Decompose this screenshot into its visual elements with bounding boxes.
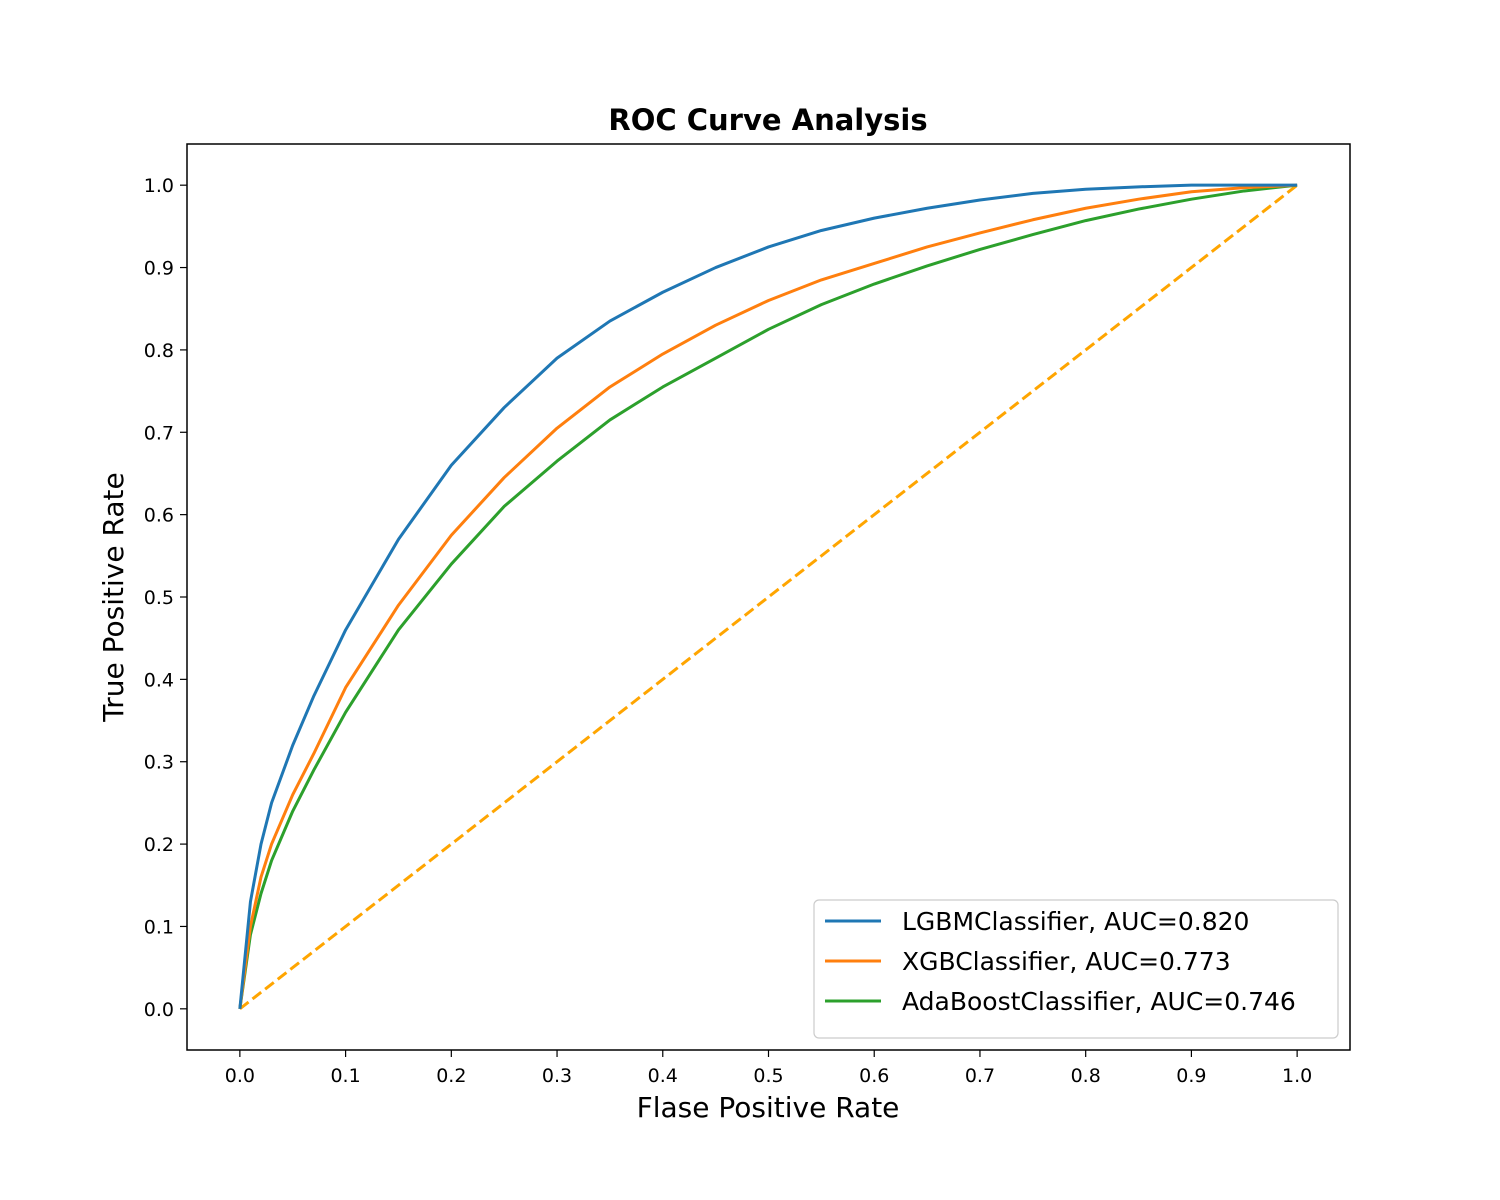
series-line-2 <box>238 183 1298 1010</box>
legend: LGBMClassifier, AUC=0.820 XGBClassifier, … <box>813 899 1339 1039</box>
legend-entry-label: AdaBoostClassifier, AUC=0.746 <box>902 987 1296 1016</box>
x-axis-ticks: 0.0 0.1 0.2 0.3 0.4 0.5 0.6 0.7 0.8 0.9 1.0 <box>225 1050 1312 1087</box>
y-tick-label: 0.1 <box>144 916 174 938</box>
y-tick-label: 0.9 <box>144 258 174 280</box>
x-axis-label: Flase Positive Rate <box>637 1091 900 1124</box>
legend-entry-label: XGBClassifier, AUC=0.773 <box>902 947 1231 976</box>
x-tick-label: 0.4 <box>648 1065 678 1087</box>
y-tick-label: 0.3 <box>144 752 174 774</box>
x-tick-label: 0.2 <box>436 1065 466 1087</box>
y-tick-label: 0.5 <box>144 587 174 609</box>
y-tick-label: 0.7 <box>144 422 174 444</box>
x-tick-label: 0.5 <box>753 1065 783 1087</box>
series-line-0 <box>238 183 1298 1009</box>
y-tick-label: 1.0 <box>144 175 174 197</box>
y-axis-ticks: 0.0 0.1 0.2 0.3 0.4 0.5 0.6 0.7 0.8 0.9 1.0 <box>144 175 187 1021</box>
y-tick-label: 0.8 <box>144 340 174 362</box>
y-tick-label: 0.4 <box>144 669 174 691</box>
legend-entry-label: LGBMClassifier, AUC=0.820 <box>902 907 1249 936</box>
x-tick-label: 0.3 <box>542 1065 572 1087</box>
x-tick-label: 1.0 <box>1282 1065 1312 1087</box>
x-tick-label: 0.0 <box>225 1065 255 1087</box>
y-tick-label: 0.0 <box>144 999 174 1021</box>
y-tick-label: 0.2 <box>144 834 174 856</box>
y-tick-label: 0.6 <box>144 505 174 527</box>
x-tick-label: 0.9 <box>1176 1065 1206 1087</box>
legend-box <box>813 899 1339 1039</box>
chart-title: ROC Curve Analysis <box>608 103 927 137</box>
series-line-1 <box>238 183 1298 1010</box>
x-tick-label: 0.7 <box>965 1065 995 1087</box>
plot-area <box>238 183 1299 1011</box>
x-tick-label: 0.1 <box>330 1065 360 1087</box>
y-axis-label: True Positive Rate <box>97 472 130 722</box>
x-tick-label: 0.6 <box>859 1065 889 1087</box>
x-tick-label: 0.8 <box>1071 1065 1101 1087</box>
